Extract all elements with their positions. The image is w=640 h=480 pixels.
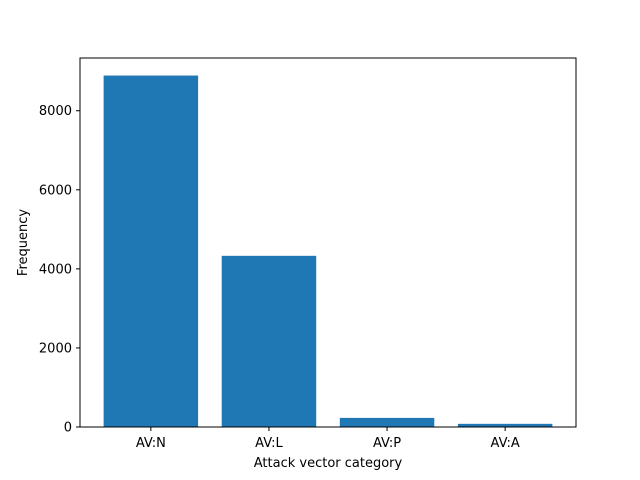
bar-av-a <box>457 423 553 427</box>
bar-av-n <box>103 75 199 428</box>
y-tick-label: 2000 <box>39 341 72 356</box>
bar-av-p <box>339 417 435 427</box>
y-tick-label: 8000 <box>39 104 72 119</box>
y-ticks-group: 0 2000 4000 6000 8000 <box>39 104 80 436</box>
y-tick-label: 6000 <box>39 183 72 198</box>
x-tick-label: AV:L <box>255 436 283 451</box>
x-tick-label: AV:P <box>373 436 401 451</box>
x-ticks-group: AV:N AV:L AV:P AV:A <box>136 427 520 451</box>
x-tick-label: AV:A <box>491 436 520 451</box>
axes-frame <box>79 57 577 428</box>
x-axis-label: Attack vector category <box>254 456 403 471</box>
y-axis-label: Frequency <box>16 209 31 276</box>
x-tick-label: AV:N <box>136 436 166 451</box>
y-tick-label: 0 <box>64 421 72 436</box>
bar-av-l <box>221 255 317 427</box>
y-tick-label: 4000 <box>39 262 72 277</box>
bars-group <box>103 75 553 428</box>
